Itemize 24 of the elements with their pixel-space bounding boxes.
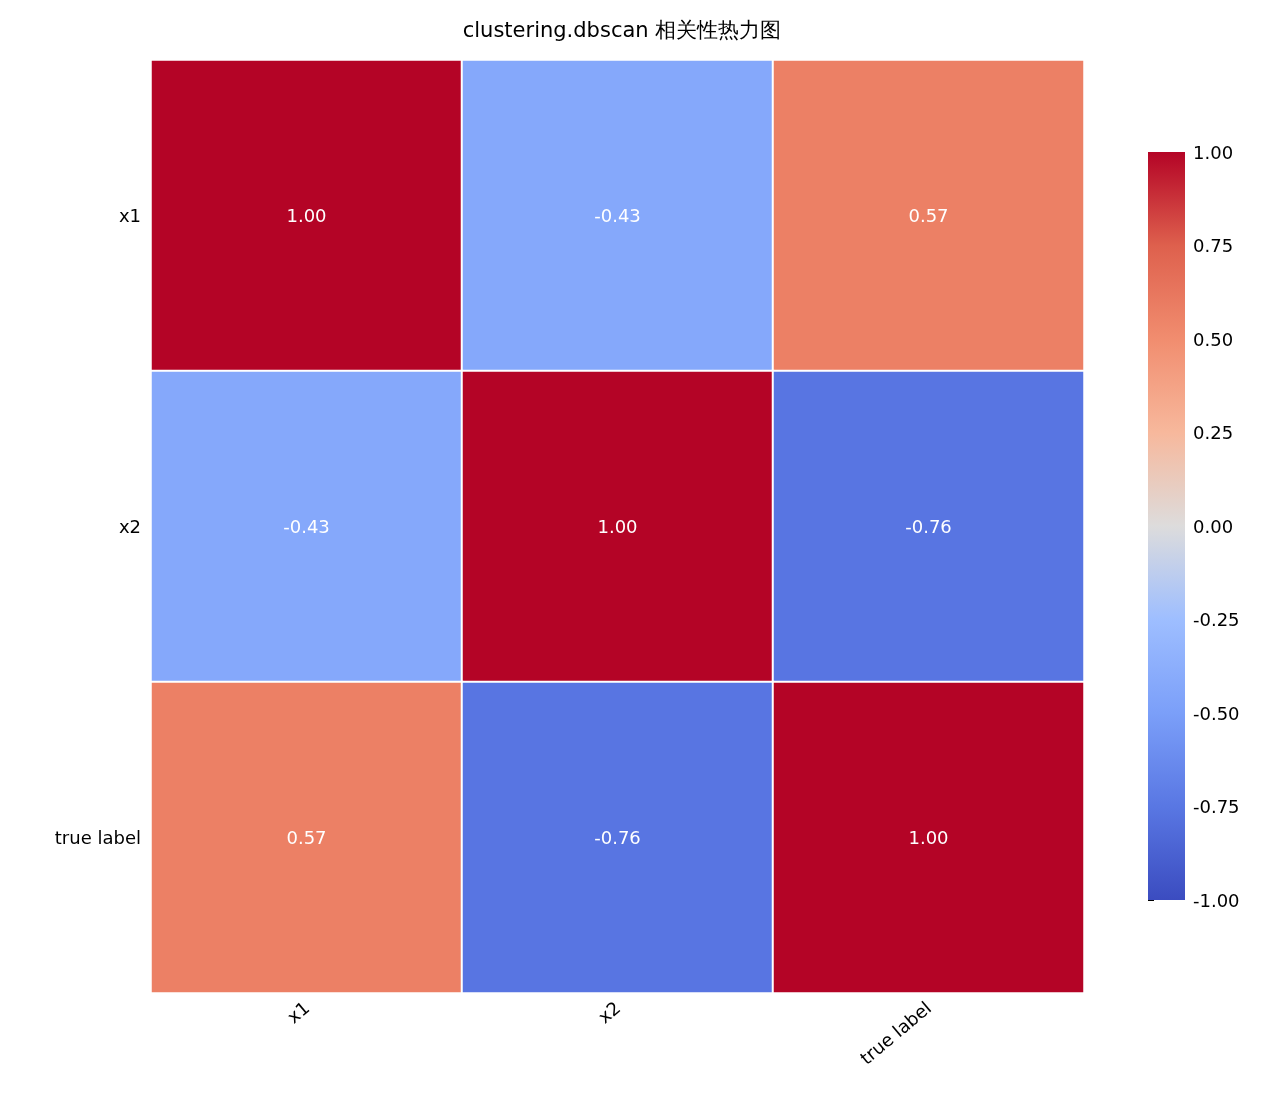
data-label: -0.76 bbox=[594, 827, 641, 848]
color-bar-label: -0.25 bbox=[1193, 609, 1240, 630]
data-label: 0.57 bbox=[908, 205, 949, 226]
x-tick-label: x1 bbox=[282, 996, 314, 1028]
data-label: 1.00 bbox=[597, 516, 638, 537]
data-label: 1.00 bbox=[908, 827, 949, 848]
y-tick-label: true label bbox=[54, 827, 141, 848]
color-bar-label: 0.50 bbox=[1193, 328, 1234, 350]
data-label: -0.43 bbox=[594, 205, 641, 226]
data-label: -0.76 bbox=[905, 516, 952, 537]
y-tick-label: x2 bbox=[118, 516, 141, 537]
chart-title: clustering.dbscan 相关性热力图 bbox=[462, 17, 782, 42]
color-bar-label: 1.00 bbox=[1193, 141, 1234, 163]
color-bar-label: 0.25 bbox=[1193, 422, 1234, 443]
color-bar-label: -0.50 bbox=[1193, 702, 1240, 724]
data-label: -0.43 bbox=[283, 516, 330, 537]
data-label: 0.57 bbox=[286, 827, 327, 848]
x-tick-label: x2 bbox=[593, 996, 625, 1028]
color-bar-label: -1.00 bbox=[1193, 889, 1240, 911]
color-bar-label: 0.75 bbox=[1193, 235, 1234, 256]
color-bar-label: 0.00 bbox=[1193, 515, 1234, 537]
color-bar-label: -0.75 bbox=[1193, 796, 1240, 817]
data-label: 1.00 bbox=[286, 205, 327, 226]
y-tick-label: x1 bbox=[118, 205, 141, 226]
